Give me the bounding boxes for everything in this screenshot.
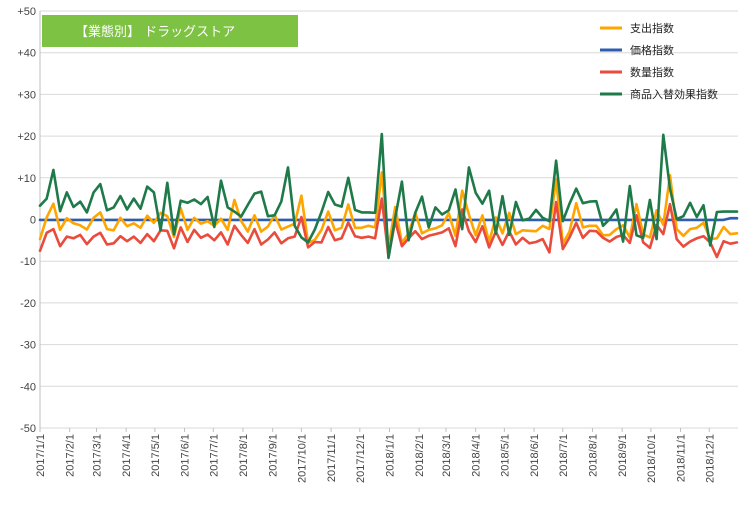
x-tick-label: 2018/12/1 (704, 434, 716, 483)
chart-title-box: 【業態別】 ドラッグストア (42, 15, 298, 47)
x-tick-label: 2018/7/1 (558, 434, 570, 477)
x-tick-label: 2018/8/1 (587, 434, 599, 477)
legend: 支出指数 価格指数 数量指数 商品入替効果指数 (600, 21, 718, 101)
y-axis-ticks: +50 +40 +30 +20 +10 0 -10 -20 -30 -40 -50 (17, 6, 36, 435)
x-tick-label: 2017/4/1 (121, 434, 133, 477)
x-axis-ticks: 2017/1/1 2017/2/1 2017/3/1 2017/4/1 2017/5/1… (35, 428, 716, 483)
x-tick-label: 2017/2/1 (65, 434, 77, 477)
y-tick-label: +10 (17, 173, 36, 185)
legend-label-3: 商品入替効果指数 (630, 87, 718, 101)
y-tick-label: +40 (17, 48, 36, 60)
x-tick-label: 2018/3/1 (441, 434, 453, 477)
x-tick-label: 2017/12/1 (355, 434, 367, 483)
x-tick-label: 2018/2/1 (414, 434, 426, 477)
y-tick-label: -20 (20, 298, 36, 310)
legend-label-2: 数量指数 (630, 65, 674, 79)
chart-title-background (42, 15, 298, 47)
y-tick-label: +30 (17, 89, 36, 101)
x-tick-label: 2017/1/1 (35, 434, 47, 477)
y-tick-label: -50 (20, 423, 36, 435)
x-tick-label: 2017/10/1 (296, 434, 308, 483)
x-tick-label: 2017/7/1 (208, 434, 220, 477)
x-tick-label: 2018/5/1 (499, 434, 511, 477)
y-tick-label: -10 (20, 256, 36, 268)
x-tick-label: 2018/10/1 (646, 434, 658, 483)
chart-title: 【業態別】 ドラッグストア (75, 24, 235, 40)
y-tick-label: 0 (30, 215, 36, 227)
x-tick-label: 2018/4/1 (471, 434, 483, 477)
x-tick-label: 2017/11/1 (326, 434, 338, 482)
series-layer (38, 132, 739, 260)
y-tick-label: -40 (20, 381, 36, 393)
legend-label-1: 価格指数 (630, 43, 674, 57)
series-line-3 (38, 132, 739, 260)
x-tick-label: 2017/5/1 (150, 434, 162, 477)
y-tick-label: -30 (20, 340, 36, 352)
x-tick-label: 2017/6/1 (180, 434, 192, 477)
x-tick-label: 2017/8/1 (238, 434, 250, 477)
x-tick-label: 2018/6/1 (529, 434, 541, 477)
y-tick-label: +50 (17, 6, 36, 18)
x-tick-label: 2017/9/1 (268, 434, 280, 477)
x-tick-label: 2018/9/1 (617, 434, 629, 477)
x-tick-label: 2018/1/1 (384, 434, 396, 477)
x-tick-label: 2018/11/1 (676, 434, 688, 482)
y-tick-label: +20 (17, 131, 36, 143)
legend-label-0: 支出指数 (630, 21, 674, 35)
x-tick-label: 2017/3/1 (91, 434, 103, 477)
